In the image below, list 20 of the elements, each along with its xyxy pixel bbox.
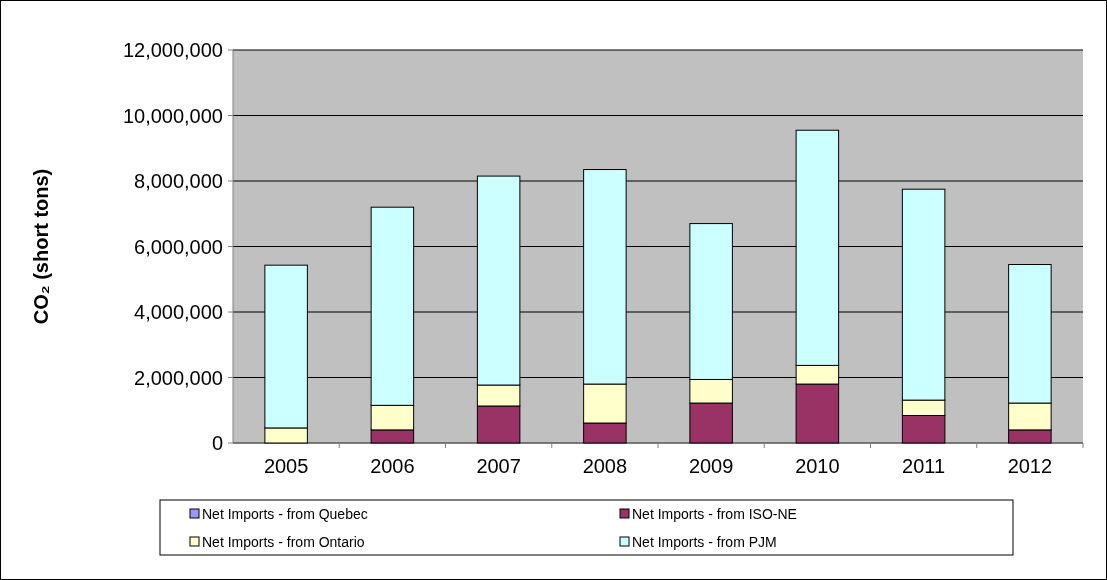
y-tick-label: 6,000,000: [134, 235, 223, 258]
y-tick-label: 8,000,000: [134, 170, 223, 192]
legend-label: Net Imports - from ISO-NE: [632, 505, 797, 522]
legend-label: Net Imports - from PJM: [632, 533, 777, 550]
x-tick-label: 2007: [476, 455, 521, 477]
x-tick-label: 2008: [582, 455, 628, 477]
y-axis-title: CO₂ (short tons): [30, 168, 52, 325]
x-tick-label: 2006: [370, 455, 415, 477]
x-tick-label: 2010: [795, 455, 840, 477]
x-tick-label: 2011: [902, 455, 946, 477]
y-tick-label: 0: [211, 432, 223, 454]
y-tick-label: 2,000,000: [134, 366, 223, 389]
x-tick-label: 2005: [263, 455, 309, 477]
legend-label: Net Imports - from Quebec: [202, 505, 368, 522]
y-tick-label: 4,000,000: [134, 301, 223, 323]
y-tick-label: 10,000,000: [122, 104, 223, 127]
y-tick-label: 12,000,000: [122, 39, 223, 61]
legend-label: Net Imports - from Ontario: [202, 533, 365, 550]
x-tick-label: 2012: [1007, 455, 1053, 477]
x-tick-label: 2009: [688, 455, 734, 477]
